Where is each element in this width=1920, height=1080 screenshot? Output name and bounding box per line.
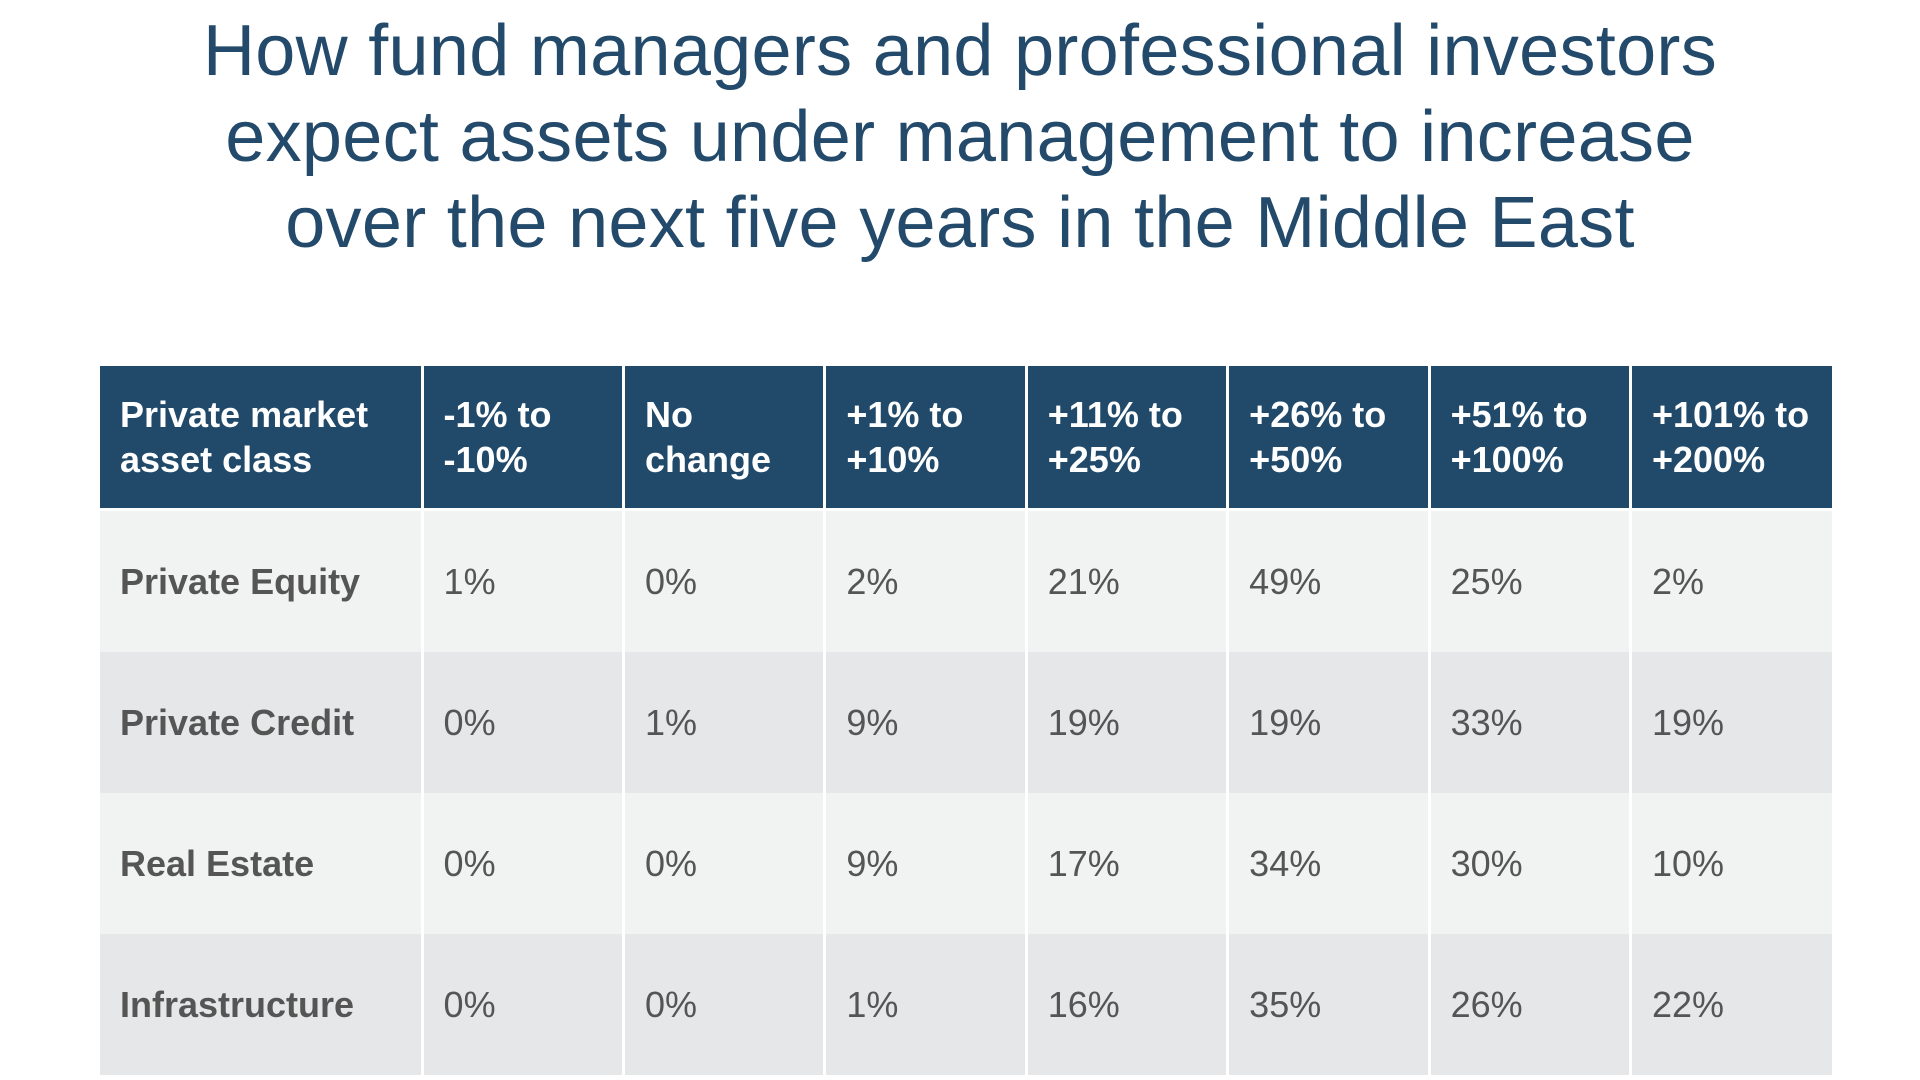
table-cell: 22%	[1630, 934, 1832, 1075]
table-cell: 1%	[824, 934, 1028, 1075]
header-plus-51-to-plus-100: +51% to +100%	[1429, 366, 1632, 511]
header-asset-class: Private market asset class	[100, 366, 424, 511]
table-cell: 9%	[824, 793, 1028, 934]
table-cell: 0%	[623, 934, 827, 1075]
header-plus-26-to-plus-50: +26% to +50%	[1227, 366, 1431, 511]
header-line: change	[644, 439, 771, 480]
header-line: +50%	[1249, 439, 1343, 480]
chart-title: How fund managers and professional inves…	[80, 8, 1840, 266]
header-no-change: No change	[623, 366, 827, 511]
row-label-real-estate: Real Estate	[100, 793, 424, 934]
header-line: -1% to	[443, 394, 552, 435]
table-cell: 25%	[1429, 509, 1632, 652]
header-line: No	[644, 394, 693, 435]
table-cell: 0%	[422, 934, 625, 1075]
table-cell: 33%	[1429, 652, 1632, 793]
header-line: asset class	[120, 439, 313, 480]
table-row: Infrastructure 0% 0% 1% 16% 35% 26% 22%	[100, 934, 1832, 1075]
table-cell: 10%	[1630, 793, 1832, 934]
header-plus-1-to-plus-10: +1% to +10%	[824, 366, 1028, 511]
table-cell: 0%	[422, 793, 625, 934]
header-line: +101% to	[1651, 394, 1810, 435]
header-line: +26% to	[1249, 394, 1387, 435]
table-row: Private Credit 0% 1% 9% 19% 19% 33% 19%	[100, 652, 1832, 793]
table-cell: 19%	[1630, 652, 1832, 793]
table-cell: 35%	[1227, 934, 1431, 1075]
table-cell: 30%	[1429, 793, 1632, 934]
table-cell: 0%	[623, 793, 827, 934]
header-line: +200%	[1651, 439, 1766, 480]
table-cell: 34%	[1227, 793, 1431, 934]
header-plus-101-to-plus-200: +101% to +200%	[1630, 366, 1832, 511]
table-cell: 21%	[1026, 509, 1230, 652]
header-line: +10%	[846, 439, 940, 480]
title-line-3: over the next five years in the Middle E…	[285, 183, 1635, 263]
table-cell: 19%	[1227, 652, 1431, 793]
row-label-infrastructure: Infrastructure	[100, 934, 424, 1075]
table-cell: 1%	[422, 509, 625, 652]
table-cell: 2%	[1630, 509, 1832, 652]
table-cell: 49%	[1227, 509, 1431, 652]
data-table: Private market asset class -1% to -10% No c…	[100, 366, 1832, 1075]
title-line-2: expect assets under management to increa…	[225, 97, 1695, 177]
table-cell: 1%	[623, 652, 827, 793]
header-minus-1-to-minus-10: -1% to -10%	[422, 366, 625, 511]
table-cell: 19%	[1026, 652, 1230, 793]
table-cell: 16%	[1026, 934, 1230, 1075]
header-line: -10%	[443, 439, 528, 480]
table-row: Private Equity 1% 0% 2% 21% 49% 25% 2%	[100, 509, 1832, 652]
header-line: +100%	[1450, 439, 1564, 480]
title-line-1: How fund managers and professional inves…	[202, 11, 1718, 91]
header-line: +51% to	[1450, 394, 1588, 435]
table-cell: 9%	[824, 652, 1028, 793]
row-label-private-credit: Private Credit	[100, 652, 424, 793]
header-line: Private market	[120, 394, 369, 435]
header-line: +11% to	[1047, 394, 1183, 435]
table-cell: 26%	[1429, 934, 1632, 1075]
table-cell: 0%	[623, 509, 827, 652]
table-cell: 2%	[824, 509, 1028, 652]
row-label-private-equity: Private Equity	[100, 509, 424, 652]
table-row: Real Estate 0% 0% 9% 17% 34% 30% 10%	[100, 793, 1832, 934]
header-plus-11-to-plus-25: +11% to +25%	[1026, 366, 1230, 511]
table-cell: 17%	[1026, 793, 1230, 934]
header-line: +1% to	[846, 394, 964, 435]
table-header-row: Private market asset class -1% to -10% No c…	[100, 366, 1832, 511]
table-cell: 0%	[422, 652, 625, 793]
header-line: +25%	[1047, 439, 1141, 480]
